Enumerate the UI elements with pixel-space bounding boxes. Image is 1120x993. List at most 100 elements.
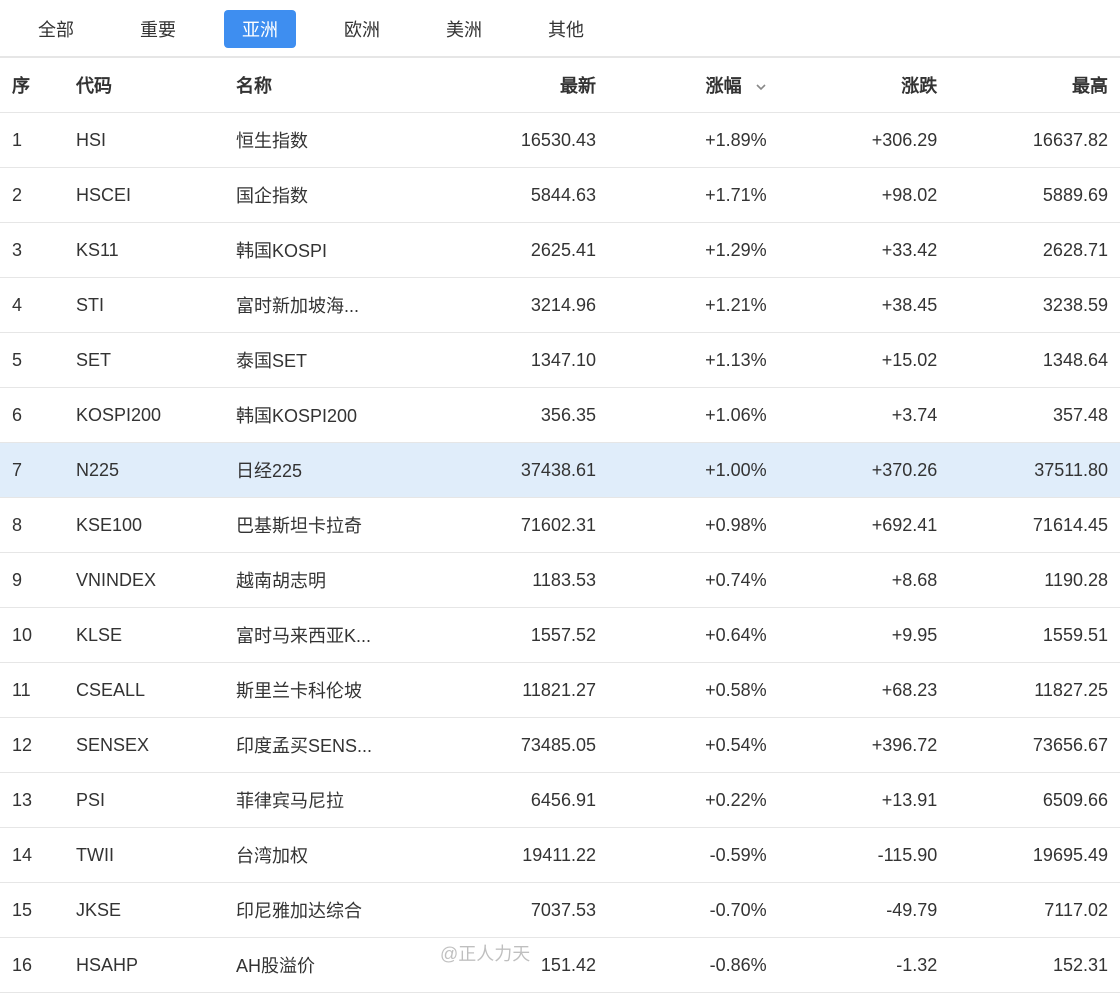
- cell-name: 印度孟买SENS...: [224, 718, 437, 773]
- cell-chg: +9.95: [779, 608, 950, 663]
- cell-code: HSAHP: [64, 938, 224, 993]
- cell-name: 越南胡志明: [224, 553, 437, 608]
- cell-name: 巴基斯坦卡拉奇: [224, 498, 437, 553]
- indices-table: 序 代码 名称 最新 涨幅 涨跌 最高 1HSI恒生指数16530.43+1.8…: [0, 57, 1120, 993]
- cell-latest: 6456.91: [437, 773, 608, 828]
- cell-pct: +0.58%: [608, 663, 779, 718]
- cell-chg: +15.02: [779, 333, 950, 388]
- table-row[interactable]: 5SET泰国SET1347.10+1.13%+15.021348.64: [0, 333, 1120, 388]
- table-row[interactable]: 7N225日经22537438.61+1.00%+370.2637511.80: [0, 443, 1120, 498]
- cell-name: 斯里兰卡科伦坡: [224, 663, 437, 718]
- cell-pct: -0.70%: [608, 883, 779, 938]
- cell-pct: +1.13%: [608, 333, 779, 388]
- table-row[interactable]: 15JKSE印尼雅加达综合7037.53-0.70%-49.797117.02: [0, 883, 1120, 938]
- table-row[interactable]: 10KLSE富时马来西亚K...1557.52+0.64%+9.951559.5…: [0, 608, 1120, 663]
- cell-seq: 7: [0, 443, 64, 498]
- sort-desc-icon: [755, 77, 767, 98]
- table-row[interactable]: 6KOSPI200韩国KOSPI200356.35+1.06%+3.74357.…: [0, 388, 1120, 443]
- cell-code: HSI: [64, 113, 224, 168]
- cell-seq: 15: [0, 883, 64, 938]
- cell-seq: 5: [0, 333, 64, 388]
- cell-pct: +1.71%: [608, 168, 779, 223]
- cell-latest: 1557.52: [437, 608, 608, 663]
- cell-pct: +1.89%: [608, 113, 779, 168]
- cell-seq: 4: [0, 278, 64, 333]
- table-row[interactable]: 2HSCEI国企指数5844.63+1.71%+98.025889.69: [0, 168, 1120, 223]
- cell-high: 6509.66: [949, 773, 1120, 828]
- col-change[interactable]: 涨跌: [779, 58, 950, 113]
- tab-5[interactable]: 其他: [530, 10, 602, 48]
- cell-seq: 14: [0, 828, 64, 883]
- cell-seq: 1: [0, 113, 64, 168]
- table-row[interactable]: 8KSE100巴基斯坦卡拉奇71602.31+0.98%+692.4171614…: [0, 498, 1120, 553]
- cell-seq: 12: [0, 718, 64, 773]
- cell-code: KS11: [64, 223, 224, 278]
- cell-name: 恒生指数: [224, 113, 437, 168]
- cell-name: 印尼雅加达综合: [224, 883, 437, 938]
- cell-latest: 16530.43: [437, 113, 608, 168]
- cell-chg: +370.26: [779, 443, 950, 498]
- table-row[interactable]: 4STI富时新加坡海...3214.96+1.21%+38.453238.59: [0, 278, 1120, 333]
- cell-chg: +38.45: [779, 278, 950, 333]
- cell-seq: 3: [0, 223, 64, 278]
- cell-pct: +0.54%: [608, 718, 779, 773]
- table-row[interactable]: 13PSI菲律宾马尼拉6456.91+0.22%+13.916509.66: [0, 773, 1120, 828]
- cell-code: VNINDEX: [64, 553, 224, 608]
- col-name[interactable]: 名称: [224, 58, 437, 113]
- col-change-pct[interactable]: 涨幅: [608, 58, 779, 113]
- cell-high: 1348.64: [949, 333, 1120, 388]
- cell-latest: 3214.96: [437, 278, 608, 333]
- cell-name: 富时马来西亚K...: [224, 608, 437, 663]
- tab-4[interactable]: 美洲: [428, 10, 500, 48]
- cell-name: 泰国SET: [224, 333, 437, 388]
- cell-code: TWII: [64, 828, 224, 883]
- cell-high: 73656.67: [949, 718, 1120, 773]
- table-row[interactable]: 14TWII台湾加权19411.22-0.59%-115.9019695.49: [0, 828, 1120, 883]
- cell-chg: +306.29: [779, 113, 950, 168]
- cell-chg: -1.32: [779, 938, 950, 993]
- table-row[interactable]: 3KS11韩国KOSPI2625.41+1.29%+33.422628.71: [0, 223, 1120, 278]
- cell-seq: 13: [0, 773, 64, 828]
- cell-chg: +692.41: [779, 498, 950, 553]
- cell-chg: +98.02: [779, 168, 950, 223]
- cell-high: 37511.80: [949, 443, 1120, 498]
- cell-high: 19695.49: [949, 828, 1120, 883]
- table-row[interactable]: 1HSI恒生指数16530.43+1.89%+306.2916637.82: [0, 113, 1120, 168]
- cell-code: KOSPI200: [64, 388, 224, 443]
- cell-high: 152.31: [949, 938, 1120, 993]
- cell-chg: -49.79: [779, 883, 950, 938]
- cell-code: SENSEX: [64, 718, 224, 773]
- table-row[interactable]: 16HSAHPAH股溢价151.42-0.86%-1.32152.31: [0, 938, 1120, 993]
- cell-code: KSE100: [64, 498, 224, 553]
- col-code[interactable]: 代码: [64, 58, 224, 113]
- cell-latest: 1347.10: [437, 333, 608, 388]
- cell-code: PSI: [64, 773, 224, 828]
- cell-latest: 356.35: [437, 388, 608, 443]
- col-latest[interactable]: 最新: [437, 58, 608, 113]
- col-high[interactable]: 最高: [949, 58, 1120, 113]
- cell-latest: 19411.22: [437, 828, 608, 883]
- table-row[interactable]: 12SENSEX印度孟买SENS...73485.05+0.54%+396.72…: [0, 718, 1120, 773]
- table-row[interactable]: 9VNINDEX越南胡志明1183.53+0.74%+8.681190.28: [0, 553, 1120, 608]
- cell-name: 富时新加坡海...: [224, 278, 437, 333]
- tab-0[interactable]: 全部: [20, 10, 92, 48]
- cell-pct: -0.59%: [608, 828, 779, 883]
- cell-high: 71614.45: [949, 498, 1120, 553]
- cell-name: 台湾加权: [224, 828, 437, 883]
- cell-pct: +1.00%: [608, 443, 779, 498]
- cell-code: N225: [64, 443, 224, 498]
- cell-seq: 8: [0, 498, 64, 553]
- tab-1[interactable]: 重要: [122, 10, 194, 48]
- region-tabs: 全部重要亚洲欧洲美洲其他: [0, 0, 1120, 57]
- cell-seq: 2: [0, 168, 64, 223]
- cell-chg: +13.91: [779, 773, 950, 828]
- cell-seq: 11: [0, 663, 64, 718]
- tab-2[interactable]: 亚洲: [224, 10, 296, 48]
- tab-3[interactable]: 欧洲: [326, 10, 398, 48]
- table-row[interactable]: 11CSEALL斯里兰卡科伦坡11821.27+0.58%+68.2311827…: [0, 663, 1120, 718]
- col-seq[interactable]: 序: [0, 58, 64, 113]
- cell-seq: 16: [0, 938, 64, 993]
- cell-latest: 1183.53: [437, 553, 608, 608]
- cell-code: HSCEI: [64, 168, 224, 223]
- cell-latest: 5844.63: [437, 168, 608, 223]
